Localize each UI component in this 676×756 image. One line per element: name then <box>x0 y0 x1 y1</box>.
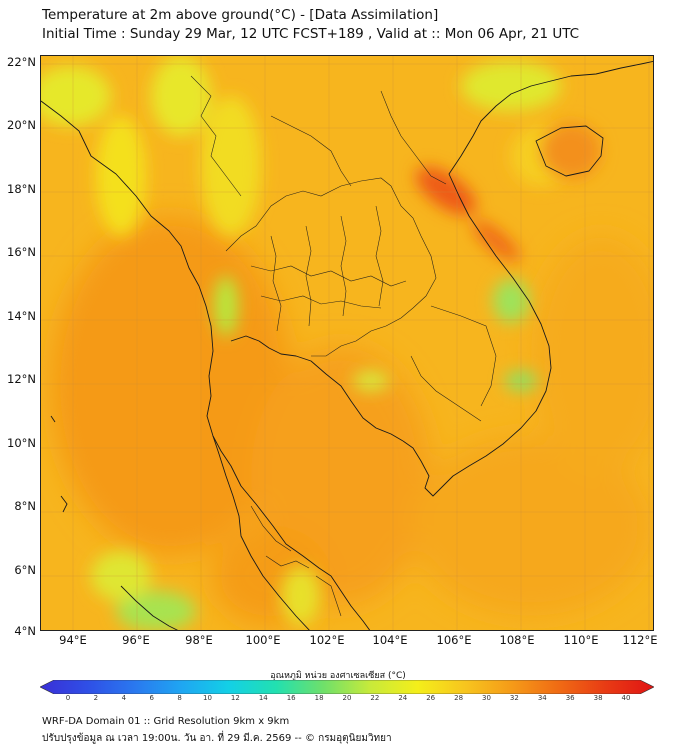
colorbar-tick-label: 8 <box>177 694 182 702</box>
lat-label-14n: 14°N <box>7 309 36 323</box>
colorbar-tick-label: 14 <box>258 694 268 702</box>
colorbar-ticks: 0 2 4 6 8 10 12 14 16 18 20 22 24 26 28 30 32 34 36 38 40 <box>40 694 654 706</box>
lon-label-106e: 106°E <box>436 633 472 647</box>
colorbar-tick-label: 18 <box>314 694 324 702</box>
lon-label-108e: 108°E <box>499 633 535 647</box>
title-line-variable: Temperature at 2m above ground(°C) - [Da… <box>42 7 439 23</box>
lat-label-12n: 12°N <box>7 372 36 386</box>
colorbar-tick-label: 2 <box>93 694 99 702</box>
colorbar-graphic <box>39 679 655 695</box>
admin-boundaries <box>190 75 497 617</box>
colorbar-tick-label: 32 <box>509 694 519 702</box>
lat-label-18n: 18°N <box>7 182 36 196</box>
colorbar-tick-label: 0 <box>65 694 71 702</box>
map-title: Temperature at 2m above ground(°C) - [Da… <box>42 6 579 44</box>
colorbar-tick-label: 40 <box>621 694 631 702</box>
colorbar-tick-label: 6 <box>149 694 154 702</box>
lon-label-94e: 94°E <box>59 633 87 647</box>
colorbar-tick-label: 22 <box>370 694 380 702</box>
colorbar-gradient <box>39 679 655 695</box>
colorbar-tick-label: 34 <box>537 694 547 702</box>
lon-label-104e: 104°E <box>372 633 408 647</box>
colorbar-tick-label: 24 <box>398 694 408 702</box>
lat-label-20n: 20°N <box>7 118 36 132</box>
graticule <box>41 56 653 630</box>
lat-label-22n: 22°N <box>7 55 36 69</box>
lat-label-8n: 8°N <box>14 499 36 513</box>
footer-model-info: WRF-DA Domain 01 :: Grid Resolution 9km … <box>42 716 290 727</box>
lon-label-100e: 100°E <box>245 633 281 647</box>
map-canvas <box>41 56 653 630</box>
colorbar-tick-label: 28 <box>454 694 464 702</box>
footer-update-info: ปรับปรุงข้อมูล ณ เวลา 19:00น. วัน อา. ที… <box>42 733 392 744</box>
colorbar-title: อุณหภูมิ หน่วย องศาเซลเซียส (°C) <box>270 671 406 681</box>
lat-label-10n: 10°N <box>7 436 36 450</box>
colorbar-tick-label: 16 <box>286 694 296 702</box>
lon-label-102e: 102°E <box>309 633 345 647</box>
colorbar-tick-label: 26 <box>426 694 436 702</box>
colorbar-tick-label: 38 <box>593 694 603 702</box>
coastlines <box>41 60 653 630</box>
colorbar-tick-label: 10 <box>203 694 212 702</box>
lat-label-16n: 16°N <box>7 245 36 259</box>
lat-label-6n: 6°N <box>14 563 36 577</box>
colorbar-tick-label: 36 <box>565 694 575 702</box>
lon-label-98e: 98°E <box>185 633 213 647</box>
lon-label-112e: 112°E <box>622 633 658 647</box>
lon-label-96e: 96°E <box>122 633 150 647</box>
colorbar-tick-label: 30 <box>482 694 491 702</box>
colorbar-tick-label: 12 <box>230 694 240 702</box>
colorbar-tick-label: 20 <box>342 694 352 702</box>
colorbar-tick-label: 4 <box>121 694 127 702</box>
lat-label-4n: 4°N <box>14 624 36 638</box>
lon-label-110e: 110°E <box>563 633 599 647</box>
title-line-times: Initial Time : Sunday 29 Mar, 12 UTC FCS… <box>42 26 580 42</box>
temperature-map[interactable] <box>40 55 654 631</box>
colorbar <box>39 679 655 695</box>
hot-areas <box>415 123 601 262</box>
